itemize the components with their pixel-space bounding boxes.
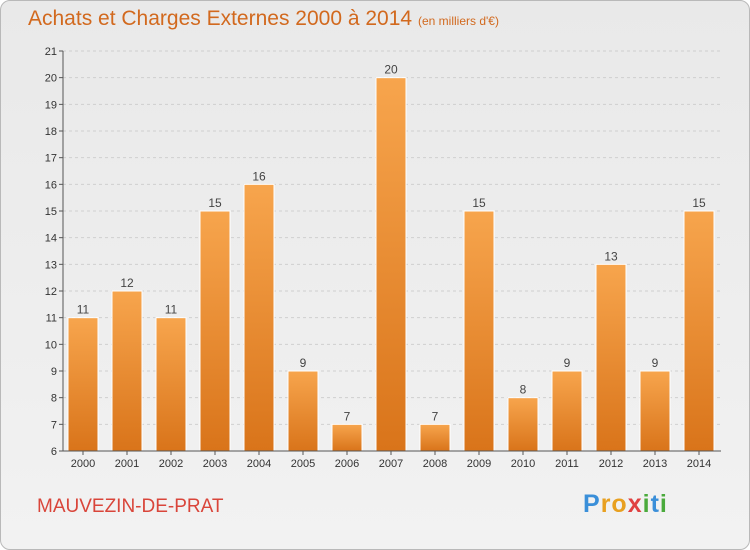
bar-value-label: 16: [252, 169, 266, 183]
bars: 11 12 11 15 16 9 7 20 7 15 8 9 13 9 15: [67, 63, 715, 452]
chart-title: Achats et Charges Externes 2000 à 2014: [28, 7, 413, 30]
bar-2003: [199, 210, 231, 452]
bar-value-label: 11: [77, 303, 90, 317]
bar-2000: [67, 317, 99, 452]
logo-letter: r: [600, 490, 612, 518]
x-tick-label: 2014: [687, 458, 711, 470]
x-tick-label: 2013: [643, 458, 667, 470]
commune-name: MAUVEZIN-DE-PRAT: [37, 496, 224, 517]
logo-letter: t: [650, 490, 660, 518]
bar-value-label: 15: [472, 196, 486, 210]
y-tick-label: 11: [46, 313, 57, 325]
bar-2013: [639, 370, 671, 452]
bar-value-label: 15: [208, 196, 222, 210]
bar-value-label: 15: [692, 196, 706, 210]
x-tick-label: 2005: [291, 458, 315, 470]
y-tick-label: 6: [51, 446, 57, 458]
bar-2008: [419, 423, 451, 452]
bar-2014: [683, 210, 715, 452]
bar-2005: [287, 370, 319, 452]
y-tick-label: 12: [45, 286, 57, 298]
bar-2004: [243, 183, 275, 452]
logo-letter: x: [627, 490, 643, 518]
x-tick-label: 2012: [599, 458, 623, 470]
x-tick-label: 2006: [335, 458, 359, 470]
y-axis: 6 7 8 9 10 11 12 13 14 15 16 17 18 19 20 21: [45, 46, 64, 458]
x-tick-label: 2009: [467, 458, 491, 470]
bar-2010: [507, 397, 539, 452]
bar-value-label: 9: [564, 356, 571, 370]
bar-2007: [375, 77, 407, 452]
y-tick-label: 13: [45, 259, 57, 271]
y-tick-label: 19: [45, 99, 57, 111]
x-axis: 2000 2001 2002 2003 2004 2005 2006 2007 2008 2009…: [63, 450, 721, 470]
bar-2009: [463, 210, 495, 452]
x-tick-label: 2004: [247, 458, 271, 470]
x-tick-label: 2002: [159, 458, 183, 470]
bar-value-label: 9: [652, 356, 659, 370]
y-tick-label: 17: [45, 153, 57, 165]
bar-2002: [155, 317, 187, 452]
y-tick-label: 7: [51, 419, 57, 431]
logo-letter: i: [659, 490, 668, 518]
y-tick-label: 15: [45, 206, 57, 218]
bar-2001: [111, 290, 143, 452]
y-tick-label: 10: [45, 339, 57, 351]
proxiti-logo[interactable]: Proxiti: [583, 490, 668, 519]
x-tick-label: 2003: [203, 458, 227, 470]
x-tick-label: 2008: [423, 458, 447, 470]
x-tick-label: 2000: [71, 458, 95, 470]
y-tick-label: 18: [45, 126, 57, 138]
chart-subtitle: (en milliers d'€): [418, 14, 499, 28]
logo-letter: P: [583, 490, 601, 518]
x-tick-label: 2001: [115, 458, 139, 470]
bar-value-label: 13: [604, 249, 618, 263]
bar-value-label: 12: [120, 276, 134, 290]
bar-value-label: 8: [520, 383, 527, 397]
y-tick-label: 16: [45, 179, 57, 191]
bar-2006: [331, 423, 363, 452]
bar-value-label: 11: [165, 303, 178, 317]
y-tick-label: 8: [51, 393, 57, 405]
bar-value-label: 7: [344, 409, 351, 423]
bar-value-label: 7: [432, 409, 439, 423]
bar-2012: [595, 263, 627, 452]
y-tick-label: 9: [51, 366, 57, 378]
y-tick-label: 21: [45, 46, 57, 58]
logo-letter: o: [611, 490, 628, 518]
x-tick-label: 2007: [379, 458, 403, 470]
logo-letter: i: [642, 490, 651, 518]
x-tick-label: 2011: [555, 458, 579, 470]
y-tick-label: 20: [45, 73, 57, 85]
bar-value-label: 9: [300, 356, 307, 370]
x-tick-label: 2010: [511, 458, 535, 470]
bar-value-label: 20: [384, 63, 398, 77]
y-tick-label: 14: [45, 233, 57, 245]
bar-2011: [551, 370, 583, 452]
